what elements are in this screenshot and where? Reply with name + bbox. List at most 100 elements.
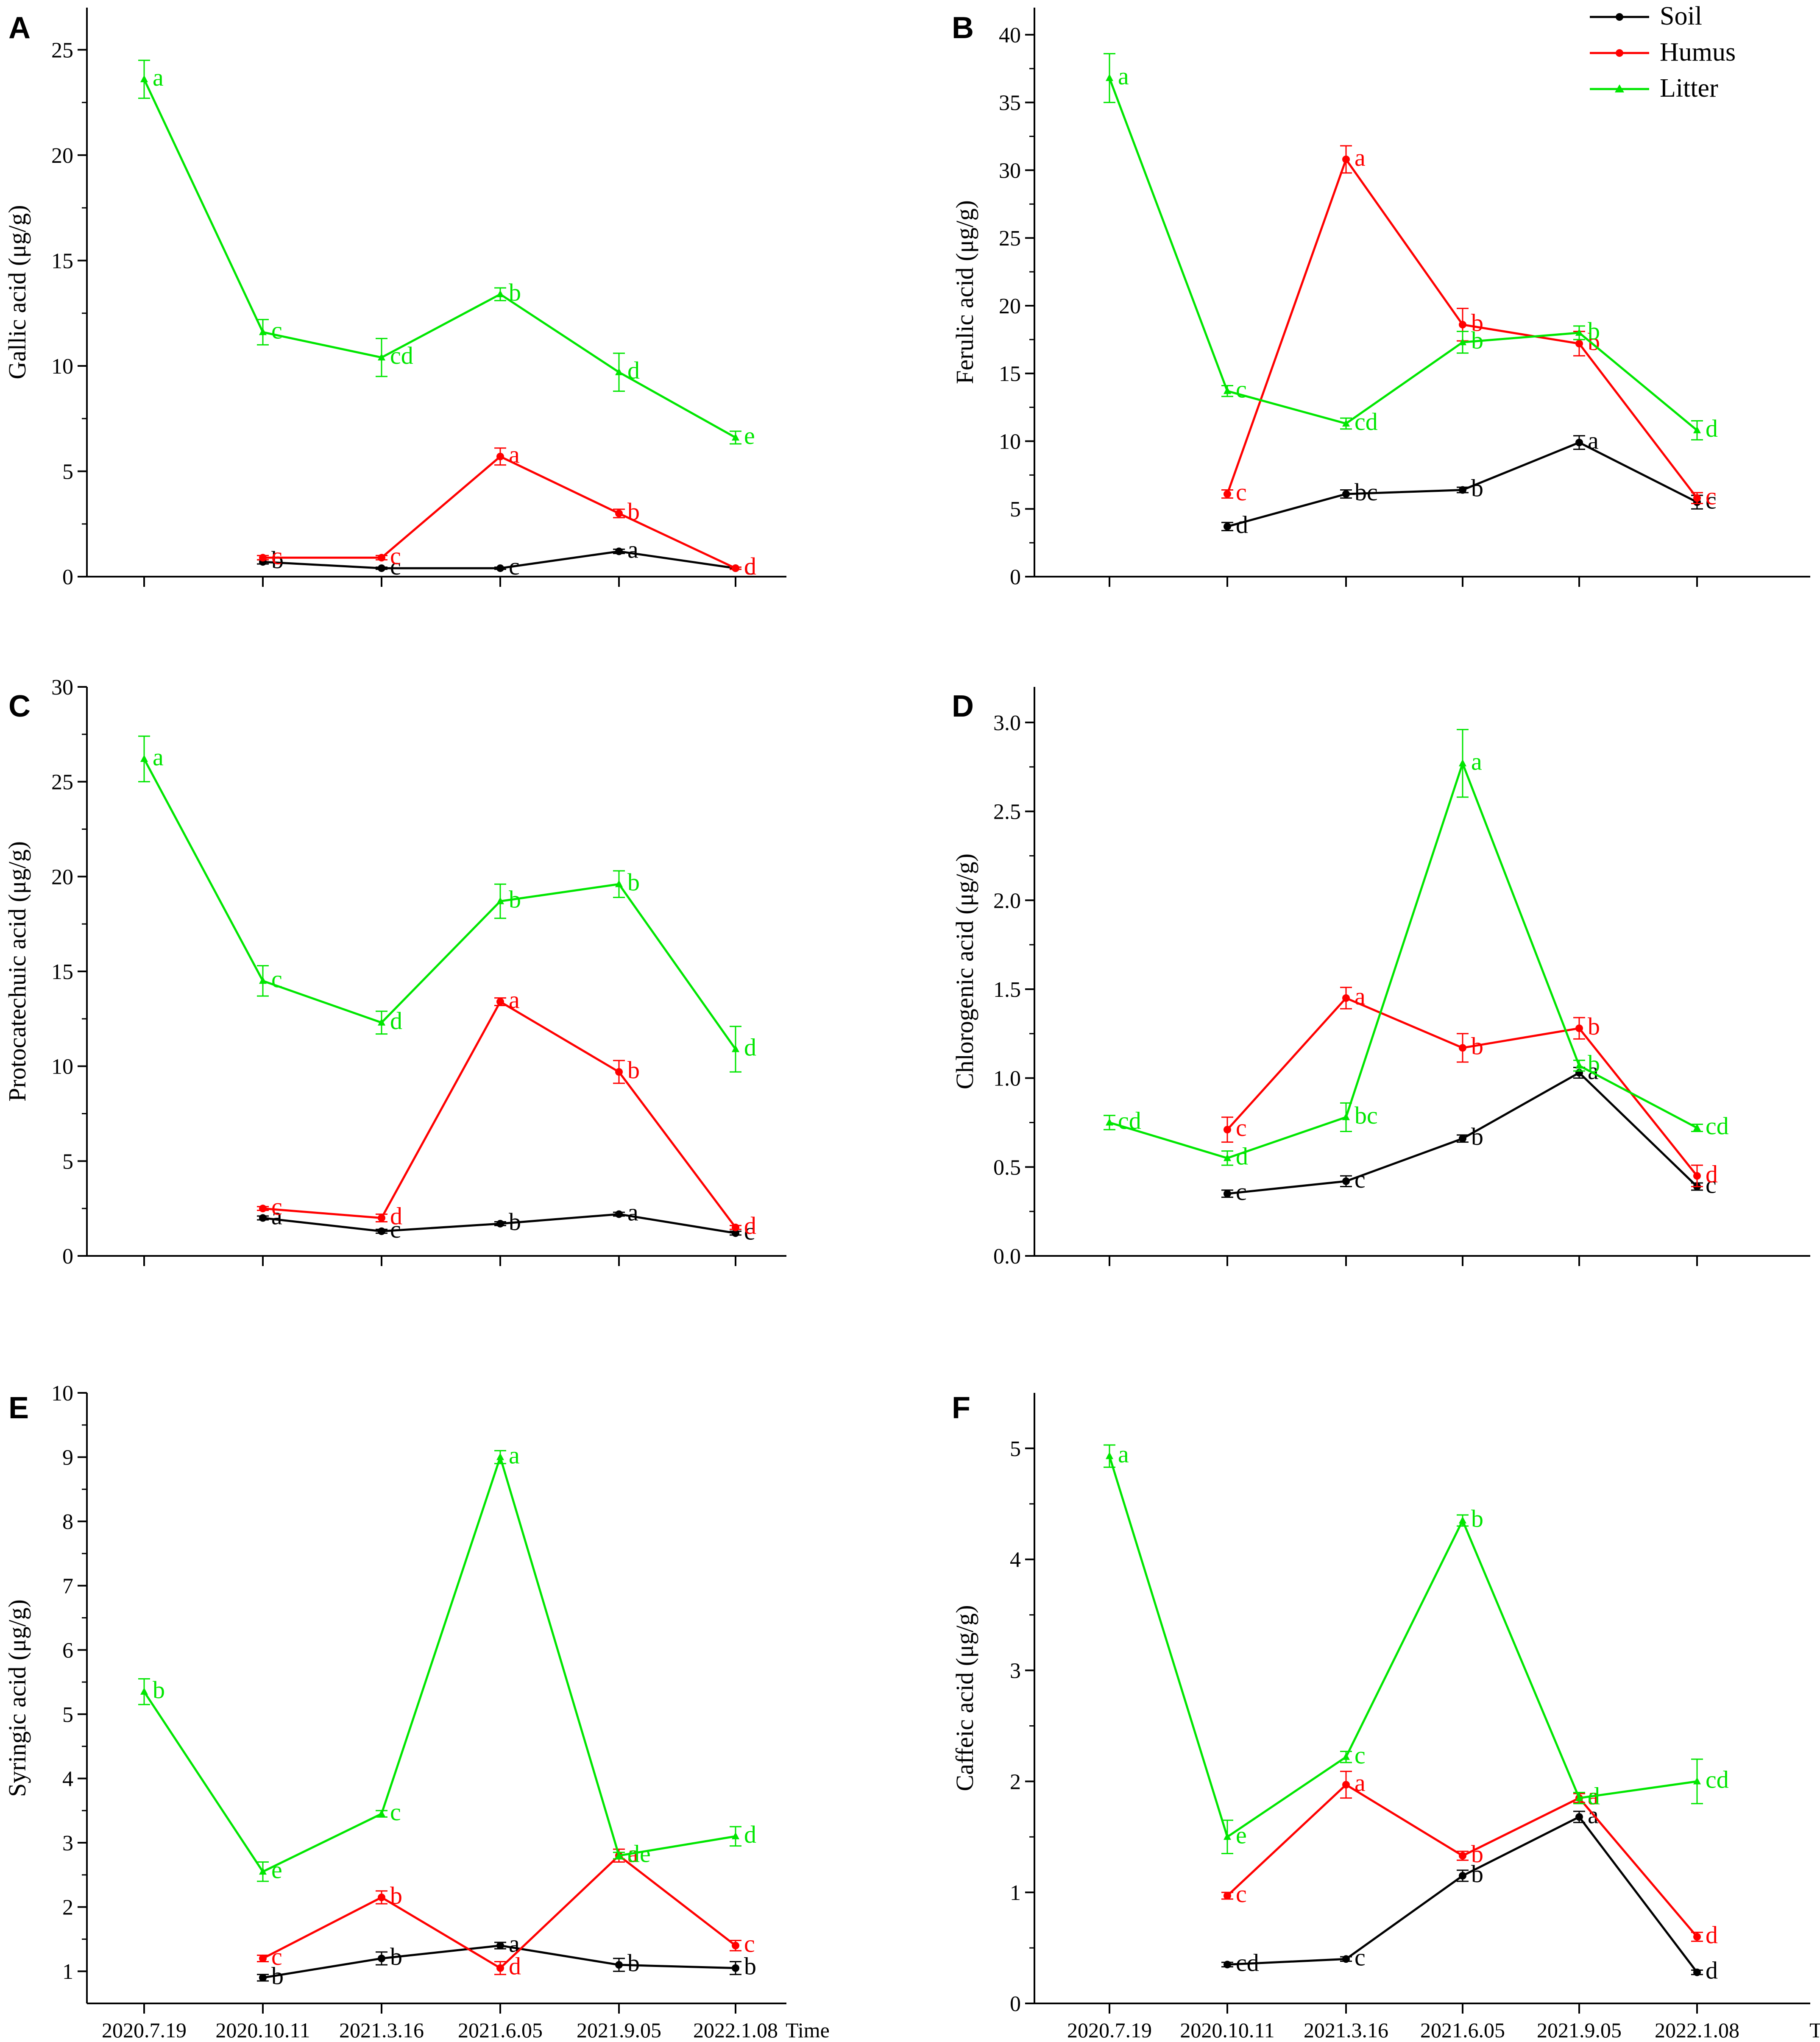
significance-label: a [153, 64, 164, 91]
data-point [1575, 1061, 1583, 1069]
significance-label: c [390, 542, 401, 569]
series-line-litter [1108, 1456, 1697, 1839]
y-tick-label: 15 [51, 960, 73, 984]
y-tick-label: 5 [62, 1149, 73, 1174]
legend-item-soil: Soil [1590, 2, 1702, 31]
significance-label: e [744, 422, 755, 449]
significance-label: de [627, 1840, 651, 1867]
y-tick-label: 1.0 [993, 1067, 1021, 1091]
series-line-humus [262, 1854, 736, 1969]
significance-label: b [1471, 1860, 1483, 1888]
significance-label: cd [1706, 1766, 1729, 1793]
y-tick-label: 8 [62, 1510, 73, 1534]
significance-label: b [1471, 1840, 1483, 1868]
legend: Soil Humus Litter [1590, 2, 1736, 103]
data-point [1342, 419, 1350, 427]
significance-label: cd [390, 342, 413, 369]
significance-label: c [271, 542, 282, 569]
significance-label: c [390, 552, 401, 580]
y-tick-label: 5 [62, 460, 73, 484]
data-point [615, 1068, 623, 1076]
y-tick-label: 15 [51, 249, 73, 273]
data-point [1693, 426, 1701, 433]
significance-label: a [1588, 427, 1599, 455]
data-point [259, 1954, 267, 1962]
significance-label: c [390, 1216, 401, 1243]
data-point [1575, 438, 1583, 446]
significance-label: bc [1355, 478, 1378, 506]
significance-label: d [1706, 1160, 1718, 1188]
data-point [615, 368, 623, 375]
y-tick-label: 10 [999, 430, 1021, 454]
series-humus: c d a b d [257, 986, 756, 1239]
legend-item-litter: Litter [1590, 74, 1718, 103]
y-axis-label: Ferulic acid (μg/g) [951, 200, 978, 384]
significance-label: cd [1706, 1112, 1729, 1140]
y-axis-label: Gallic acid (μg/g) [3, 205, 31, 379]
data-point [378, 554, 385, 562]
data-point [496, 897, 504, 904]
significance-label: a [1118, 1440, 1129, 1468]
series-litter: a c d b b d [138, 735, 756, 1073]
y-tick-label: 7 [62, 1574, 73, 1598]
data-point [1693, 1124, 1701, 1131]
data-point [1459, 1044, 1466, 1052]
data-point [1693, 1968, 1701, 1976]
data-point [732, 1942, 739, 1950]
panel-letter-d: D [952, 689, 974, 723]
y-tick-label: 4 [1010, 1548, 1021, 1572]
significance-label: b [627, 868, 640, 896]
significance-label: c [1355, 1166, 1366, 1193]
data-point [1342, 1781, 1350, 1789]
y-tick-label: 40 [999, 23, 1021, 47]
data-point [1459, 1516, 1466, 1524]
significance-label: b [627, 1949, 640, 1977]
series-line-litter [143, 1453, 736, 1873]
data-point [496, 1942, 504, 1950]
y-tick-label: 30 [51, 675, 73, 700]
data-point [1224, 1833, 1231, 1840]
significance-label: cd [1236, 1949, 1259, 1976]
data-point [1224, 490, 1231, 498]
legend-label-humus: Humus [1660, 38, 1736, 67]
data-point [615, 509, 623, 517]
x-tick-label: 2021.9.05 [577, 2018, 661, 2042]
data-point [1575, 1813, 1583, 1821]
significance-label: b [390, 1882, 402, 1909]
data-point [259, 328, 267, 335]
panel-letter-a: A [8, 11, 31, 45]
significance-label: b [1588, 317, 1600, 345]
data-point [732, 1964, 739, 1972]
data-point [615, 1210, 623, 1218]
panel-letter-c: C [8, 689, 31, 723]
y-tick-label: 2 [1010, 1770, 1021, 1794]
series-line-humus [262, 1000, 737, 1228]
significance-label: c [271, 965, 282, 993]
y-tick-label: 20 [51, 144, 73, 168]
x-tick-label: 2020.7.19 [102, 2018, 187, 2042]
y-tick-label: 5 [62, 1703, 73, 1727]
data-point [1342, 1955, 1350, 1963]
data-point [378, 1809, 385, 1817]
y-tick-label: 0 [62, 565, 73, 589]
significance-label: a [509, 986, 520, 1014]
panel-letter-f: F [952, 1391, 970, 1425]
data-point [259, 1974, 267, 1982]
significance-label: c [1236, 1880, 1247, 1908]
significance-label: b [1471, 474, 1483, 502]
legend-marker-soil [1616, 13, 1623, 21]
data-point [378, 353, 385, 361]
y-tick-label: 1 [62, 1960, 73, 1984]
y-tick-label: 20 [51, 865, 73, 889]
data-point [1459, 486, 1466, 494]
data-point [732, 433, 739, 441]
y-tick-label: 10 [51, 1055, 73, 1079]
data-point [1575, 1024, 1583, 1032]
data-point [732, 1229, 739, 1237]
significance-label: cd [1118, 1107, 1141, 1134]
x-tick-label: 2021.6.05 [458, 2018, 543, 2042]
significance-label: b [271, 546, 284, 574]
